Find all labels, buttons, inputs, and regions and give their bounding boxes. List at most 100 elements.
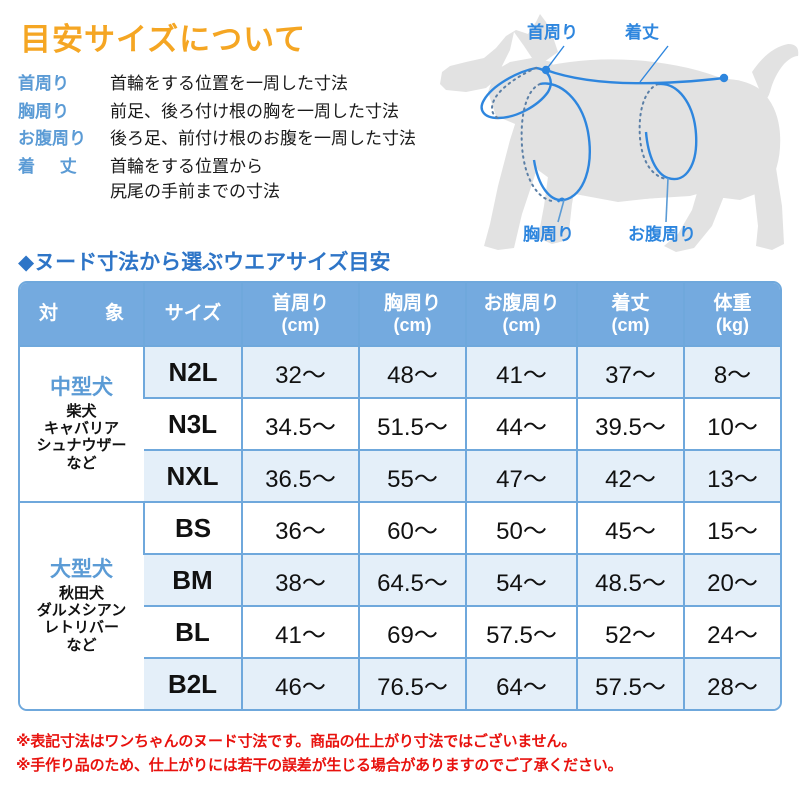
neck-hidden-arc	[491, 67, 537, 119]
breed-name: など	[66, 454, 97, 472]
breed-name: シュナウザー	[36, 437, 127, 455]
dog-measurement-diagram: 首周り 着丈 胸周り お腹周り	[440, 0, 800, 258]
cell-weight: 20～	[683, 553, 780, 607]
target-group-breeds: 柴犬 キャバリア シュナウザー など	[20, 403, 143, 473]
definition-row: 首周り 首輪をする位置を一周した寸法	[18, 72, 478, 97]
cell-neck: 36～	[241, 501, 359, 555]
cell-chest: 76.5～	[358, 657, 466, 709]
cell-belly: 41～	[465, 344, 577, 399]
cell-weight: 28～	[683, 657, 780, 709]
cell-length: 57.5～	[576, 657, 684, 709]
neck-leader-line	[545, 45, 565, 71]
column-header-neck: 首周り (cm)	[241, 283, 359, 346]
target-group-breeds: 秋田犬 ダルメシアン レトリバー など	[20, 585, 143, 655]
table-row: B2L 46～ 76.5～ 64～ 57.5～ 28～	[20, 657, 780, 709]
cell-belly: 64～	[465, 657, 577, 709]
chest-hidden-arc	[520, 83, 553, 202]
size-chart-container: 対 象 サイズ 首周り (cm) 胸周り (cm) お腹周り (cm)	[18, 281, 782, 711]
target-group-title: 大型犬	[50, 557, 113, 581]
table-row: 大型犬秋田犬 ダルメシアン レトリバー など BS 36～ 60～ 50～ 45～ 15～	[20, 501, 780, 709]
breed-name: レトリバー	[43, 619, 119, 637]
definition-desc-neck: 首輪をする位置を一周した寸法	[110, 72, 348, 97]
column-header-label: 首周り	[271, 293, 329, 315]
dog-silhouette-icon	[440, 14, 799, 252]
definition-desc-line: 後ろ足、前付け根のお腹を一周した寸法	[110, 129, 416, 149]
definition-list: 首周り 首輪をする位置を一周した寸法 胸周り 前足、後ろ付け根の胸を一周した寸法…	[18, 72, 478, 207]
cell-chest: 48～	[358, 344, 466, 399]
target-group-cell: 中型犬 柴犬 キャバリア シュナウザー など	[20, 344, 144, 503]
cell-neck: 34.5～	[241, 397, 359, 451]
breed-name: 柴犬	[66, 402, 97, 420]
cell-chest: 64.5～	[358, 553, 466, 607]
cell-belly: 54～	[465, 553, 577, 607]
cell-weight: 13～	[683, 449, 780, 503]
definition-desc-chest: 前足、後ろ付け根の胸を一周した寸法	[110, 100, 399, 125]
table-row: BM 38～ 64.5～ 54～ 48.5～ 20～	[20, 553, 780, 607]
page-title: 目安サイズについて	[20, 22, 307, 57]
section-heading: ◆ヌード寸法から選ぶウエアサイズ目安	[18, 251, 391, 274]
footnote-line: ※手作り品のため、仕上がりには若干の誤差が生じる場合がありますのでご了承ください…	[16, 756, 623, 774]
cell-belly: 50～	[465, 501, 577, 555]
cell-neck: 46～	[241, 657, 359, 709]
cell-weight: 24～	[683, 605, 780, 659]
column-header-label: 体重	[713, 293, 752, 315]
cell-size: BS	[143, 501, 242, 555]
cell-chest: 55～	[358, 449, 466, 503]
column-header-length: 着丈 (cm)	[576, 283, 684, 346]
figure-label-neck: 首周り	[527, 23, 578, 42]
definition-desc-belly: 後ろ足、前付け根のお腹を一周した寸法	[110, 127, 416, 152]
figure-label-chest: 胸周り	[523, 225, 574, 244]
column-header-unit: (kg)	[716, 314, 749, 335]
belly-ellipse	[644, 82, 698, 181]
chest-leader-line	[557, 199, 565, 223]
breed-name: 秋田犬	[58, 584, 104, 602]
chest-ellipse	[532, 82, 591, 202]
definition-row: お腹周り 後ろ足、前付け根のお腹を一周した寸法	[18, 127, 478, 152]
cell-weight: 8～	[683, 344, 780, 399]
footnotes: ※表記寸法はワンちゃんのヌード寸法です。商品の仕上がり寸法ではございません。 ※…	[16, 730, 796, 777]
cell-belly: 47～	[465, 449, 577, 503]
column-header-label: 着丈	[611, 293, 650, 315]
table-header: 対 象 サイズ 首周り (cm) 胸周り (cm) お腹周り (cm)	[20, 283, 780, 346]
definition-term-neck: 首周り	[18, 74, 69, 93]
length-leader-line	[639, 45, 669, 83]
cell-length: 52～	[576, 605, 684, 659]
column-header-size: サイズ	[143, 283, 242, 346]
cell-size: BL	[144, 605, 242, 659]
footnote-line: ※表記寸法はワンちゃんのヌード寸法です。商品の仕上がり寸法ではございません。	[16, 733, 577, 750]
cell-weight: 15～	[683, 501, 780, 555]
figure-label-belly: お腹周り	[628, 225, 696, 244]
definition-desc-line: 首輪をする位置を一周した寸法	[110, 74, 348, 93]
table-row: NXL 36.5～ 55～ 47～ 42～ 13～	[20, 449, 780, 503]
definition-desc-length: 首輪をする位置から 尻尾の手前までの寸法	[110, 155, 280, 204]
column-header-belly: お腹周り (cm)	[465, 283, 577, 346]
table-body: 中型犬 柴犬 キャバリア シュナウザー など N2L 32～ 48～ 41～ 37～ 8～ N3L 34…	[20, 344, 780, 709]
table-header-row: 対 象 サイズ 首周り (cm) 胸周り (cm) お腹周り (cm)	[20, 283, 780, 346]
cell-belly: 44～	[465, 397, 577, 451]
size-chart-table: 対 象 サイズ 首周り (cm) 胸周り (cm) お腹周り (cm)	[20, 283, 780, 709]
column-header-label: 胸周り	[383, 293, 441, 315]
column-header-target: 対 象	[20, 283, 144, 346]
definition-row: 着 丈 首輪をする位置から 尻尾の手前までの寸法	[18, 155, 478, 204]
cell-neck: 41～	[241, 605, 359, 659]
column-header-unit: (cm)	[393, 314, 432, 335]
column-header-label: お腹周り	[483, 293, 560, 315]
definition-row: 胸周り 前足、後ろ付け根の胸を一周した寸法	[18, 100, 478, 125]
cell-chest: 60～	[358, 501, 466, 555]
target-group-cell: 大型犬秋田犬 ダルメシアン レトリバー など	[20, 501, 144, 709]
cell-size: BM	[144, 553, 242, 607]
column-header-unit: (cm)	[502, 314, 541, 335]
definition-desc-line: 前足、後ろ付け根の胸を一周した寸法	[110, 101, 399, 121]
cell-belly: 57.5～	[465, 605, 577, 659]
cell-neck: 32～	[241, 344, 359, 399]
definition-desc-line: 首輪をする位置から	[110, 156, 263, 176]
column-header-unit: (cm)	[281, 314, 320, 335]
cell-neck: 36.5～	[241, 449, 359, 503]
breed-name: キャバリア	[43, 420, 119, 438]
table-row: N3L 34.5～ 51.5～ 44～ 39.5～ 10～	[20, 397, 780, 451]
column-header-unit: (cm)	[611, 314, 650, 335]
cell-length: 39.5～	[576, 397, 684, 451]
table-row: 中型犬 柴犬 キャバリア シュナウザー など N2L 32～ 48～ 41～ 37～ 8～	[20, 344, 780, 503]
cell-length: 45～	[576, 501, 684, 555]
table-row: BL 41～ 69～ 57.5～ 52～ 24～	[20, 605, 780, 659]
